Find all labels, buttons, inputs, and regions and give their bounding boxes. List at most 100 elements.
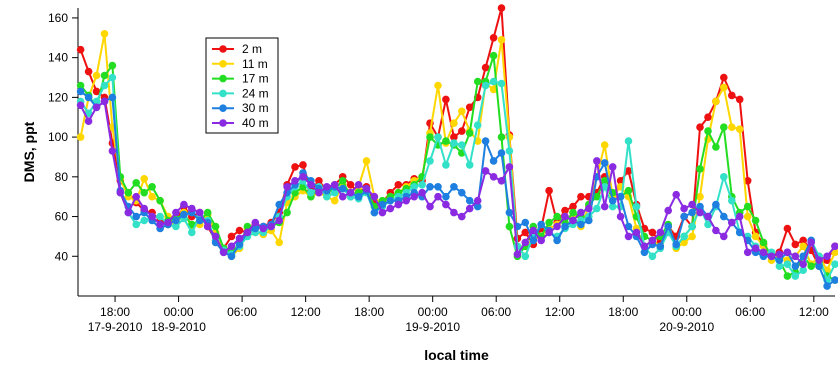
x-tick-label: 06:00: [481, 305, 511, 319]
data-point: [140, 175, 148, 183]
data-point: [600, 177, 609, 185]
data-point: [680, 212, 688, 221]
data-point: [815, 256, 823, 265]
series-line: [79, 90, 836, 288]
data-point: [791, 262, 800, 271]
data-point: [656, 242, 665, 251]
data-point: [402, 196, 411, 205]
data-point: [561, 222, 569, 231]
data-point: [728, 91, 736, 100]
data-point: [108, 93, 117, 102]
data-point: [259, 224, 268, 233]
data-point: [251, 218, 260, 227]
data-point: [394, 200, 403, 209]
data-point: [450, 183, 458, 191]
data-point: [307, 181, 315, 189]
data-point: [330, 188, 339, 197]
data-point: [720, 173, 728, 181]
data-point: [132, 220, 140, 229]
legend-swatch-marker: [219, 89, 227, 98]
data-point: [458, 141, 466, 149]
data-point: [188, 228, 196, 237]
data-point: [728, 123, 736, 131]
data-point: [608, 163, 617, 171]
data-point: [585, 204, 593, 213]
data-point: [164, 218, 172, 227]
data-point: [735, 125, 744, 133]
data-point: [831, 276, 838, 284]
data-point: [569, 216, 577, 225]
data-point: [577, 220, 585, 229]
legend-label: 30 m: [242, 101, 269, 115]
y-tick-label: 160: [48, 11, 68, 25]
data-point: [434, 192, 442, 201]
date-label: 17-9-2010: [88, 320, 143, 334]
data-point: [497, 177, 506, 185]
data-point: [751, 244, 760, 253]
data-point: [211, 222, 220, 231]
data-point: [76, 81, 85, 90]
data-point: [712, 97, 720, 106]
data-point: [537, 220, 545, 229]
data-point: [434, 81, 442, 90]
data-point: [188, 220, 196, 229]
data-point: [465, 196, 474, 205]
data-point: [743, 202, 752, 211]
data-point: [505, 222, 514, 231]
data-point: [799, 236, 807, 245]
data-point: [426, 202, 434, 211]
data-point: [497, 149, 506, 157]
data-point: [92, 87, 101, 96]
data-point: [481, 167, 490, 175]
data-point: [545, 186, 553, 195]
data-point: [593, 204, 601, 213]
data-point: [370, 208, 379, 217]
data-point: [227, 242, 236, 251]
data-point: [418, 188, 426, 197]
data-point: [569, 202, 577, 211]
data-point: [465, 161, 474, 169]
data-point: [132, 179, 140, 187]
data-point: [458, 188, 466, 197]
data-point: [338, 192, 347, 201]
data-point: [172, 208, 180, 217]
data-point: [577, 208, 585, 217]
data-point: [323, 183, 331, 191]
data-point: [76, 87, 85, 96]
data-point: [775, 256, 784, 265]
data-point: [791, 240, 800, 249]
x-tick-label: 06:00: [735, 305, 765, 319]
data-point: [442, 137, 450, 145]
data-point: [505, 208, 514, 217]
data-point: [497, 36, 506, 44]
data-point: [299, 161, 307, 169]
legend-label: 11 m: [242, 57, 268, 71]
data-point: [180, 200, 188, 209]
data-point: [680, 232, 688, 241]
data-point: [235, 226, 244, 235]
data-point: [608, 196, 617, 205]
data-point: [577, 192, 585, 201]
data-point: [426, 183, 434, 191]
data-point: [481, 63, 490, 72]
data-point: [458, 212, 466, 221]
data-point: [346, 181, 355, 189]
data-point: [124, 208, 133, 217]
data-point: [585, 216, 593, 225]
data-point: [84, 67, 93, 76]
x-tick-label: 06:00: [227, 305, 257, 319]
x-tick-label: 12:00: [545, 305, 575, 319]
data-point: [497, 133, 506, 141]
data-point: [394, 181, 403, 189]
data-point: [458, 127, 466, 135]
data-point: [378, 200, 387, 209]
data-point: [203, 208, 212, 217]
data-point: [362, 157, 371, 165]
data-point: [624, 222, 633, 231]
data-point: [767, 252, 776, 261]
data-point: [92, 103, 101, 112]
data-point: [648, 236, 657, 245]
data-point: [688, 222, 696, 231]
legend-swatch-marker: [219, 119, 227, 127]
data-point: [720, 83, 728, 92]
